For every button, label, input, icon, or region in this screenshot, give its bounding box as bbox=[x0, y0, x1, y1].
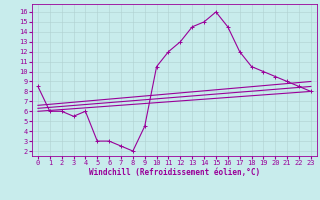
X-axis label: Windchill (Refroidissement éolien,°C): Windchill (Refroidissement éolien,°C) bbox=[89, 168, 260, 177]
